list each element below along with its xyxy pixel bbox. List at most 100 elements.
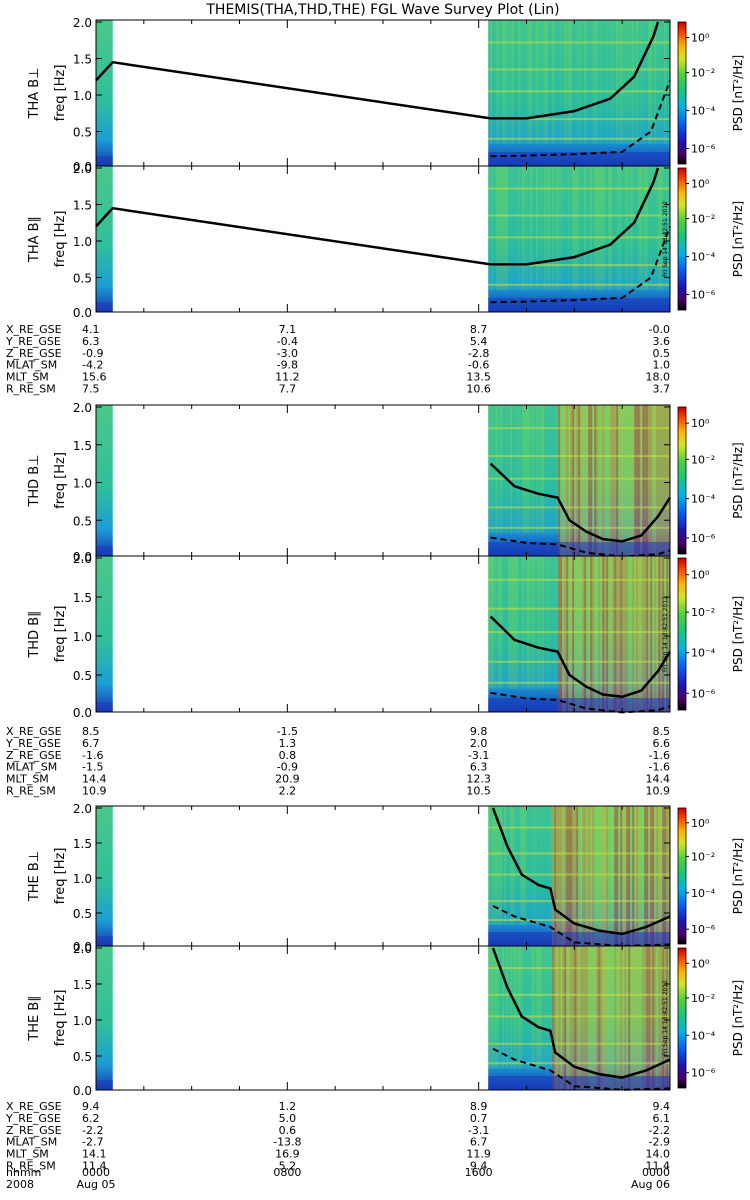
- spectrum-streak: [634, 20, 637, 145]
- spectrum-streak: [570, 946, 573, 1090]
- y-tick-label: 1.5: [73, 439, 92, 453]
- spectrum-streak: [612, 556, 615, 712]
- spectrum-streak: [654, 556, 657, 712]
- ephemeris-label: MLT_SM: [6, 371, 49, 384]
- spectrum-streak: [654, 405, 657, 556]
- spectral-band: [488, 427, 670, 430]
- ephemeris-label: X_RE_GSE: [6, 1100, 62, 1113]
- spectrum-streak: [558, 405, 561, 556]
- spectrum-streak: [488, 405, 491, 534]
- spectrum-streak: [530, 946, 533, 1069]
- spectrum-streak: [620, 806, 623, 946]
- ephemeris-value: -13.8: [273, 1136, 301, 1149]
- spectrum-streak: [524, 20, 527, 145]
- low-frequency-noise: [96, 1080, 113, 1090]
- spectrum-streak: [530, 556, 533, 689]
- ephemeris-label: R_RE_SM: [6, 785, 56, 798]
- colorbar-tick-label: 10⁻²: [691, 850, 715, 863]
- spectral-band: [488, 873, 670, 876]
- spectrum-streak: [634, 806, 637, 946]
- fcp-line: [490, 226, 671, 304]
- spectrum-streak: [502, 166, 505, 291]
- spectrum-streak: [606, 166, 609, 291]
- fcp-line: [492, 905, 671, 947]
- spectrum-streak: [656, 20, 659, 145]
- spectrum-streak: [492, 806, 495, 925]
- colorbar: 10⁰ 10⁻² 10⁻⁴ 10⁻⁶ PSD [nT²/Hz]: [677, 406, 745, 555]
- colorbar: 10⁰ 10⁻² 10⁻⁴ 10⁻⁶ PSD [nT²/Hz]: [677, 167, 745, 311]
- spectrum-streak: [582, 556, 585, 712]
- spectrum-streak: [522, 405, 525, 534]
- ephemeris-label: Z_RE_GSE: [6, 749, 62, 762]
- spectrum-streak: [514, 946, 517, 1069]
- ephemeris-label: Y_RE_GSE: [5, 335, 61, 348]
- spectrogram-panel: 0.0 0.5 1.0 1.5 2.0 THD B⊥ freq [Hz]: [27, 401, 672, 564]
- spectrum-streak: [488, 166, 491, 291]
- spectrum-streak: [494, 166, 497, 291]
- spectrum-streak: [518, 806, 521, 925]
- ephemeris-value: 2.2: [279, 785, 297, 798]
- spectrum-streak: [542, 405, 545, 534]
- spectrum-streak: [592, 946, 595, 1090]
- spectrum-streak: [604, 20, 607, 145]
- spectrum-streak: [638, 556, 641, 712]
- spectrum-streak: [636, 405, 639, 556]
- spectrum-streak: [556, 20, 559, 145]
- spectrum-streak: [658, 946, 661, 1090]
- spectrum-streak: [510, 556, 513, 689]
- spectrum-streak: [540, 946, 543, 1069]
- spectrum-streak: [652, 166, 655, 291]
- spectrum-streak: [524, 405, 527, 534]
- spectrum-streak: [556, 806, 559, 946]
- spectrum-streak: [502, 405, 505, 534]
- spectrum-streak: [560, 20, 563, 145]
- colorbar-tick-label: 10⁰: [691, 417, 710, 430]
- spectrum-streak: [550, 806, 553, 925]
- spectrum-streak: [632, 405, 635, 556]
- fce-line: [491, 947, 671, 1079]
- ephemeris-value: 0.7: [470, 1112, 488, 1125]
- spectrogram-background: [488, 20, 670, 166]
- ephemeris-value: 14.4: [646, 773, 671, 786]
- y-tick-label: 2.0: [73, 16, 92, 30]
- spectrum-streak: [536, 20, 539, 145]
- spectrum-streak: [626, 946, 629, 1090]
- spectrum-streak: [634, 405, 637, 556]
- spectrum-streak: [636, 946, 639, 1090]
- spectrum-streak: [540, 806, 543, 925]
- timestamp: Fri Sep 14 13:42:51 2012: [662, 596, 669, 672]
- colorbar-tick-label: 10⁻²: [691, 67, 715, 80]
- y-tick-label: 1.0: [73, 235, 92, 249]
- spectrum-streak: [610, 806, 613, 946]
- spectrum-streak: [550, 946, 553, 1069]
- y-tick-label: 0.5: [73, 126, 92, 140]
- ephemeris-value: 3.6: [653, 335, 671, 348]
- spectrum-streak: [598, 556, 601, 712]
- y-tick-label: 2.0: [73, 552, 92, 566]
- spectrum-streak: [522, 946, 525, 1069]
- spectrum-streak: [500, 20, 503, 145]
- spectrum-streak: [650, 166, 653, 291]
- spectrum-streak: [548, 405, 551, 534]
- ephemeris-value: 20.9: [275, 773, 300, 786]
- spectrum-streak: [584, 946, 587, 1090]
- y-tick-label: 2.0: [73, 942, 92, 956]
- spectrum-streak: [662, 20, 665, 145]
- spectrum-streak: [606, 405, 609, 556]
- spectrum-streak: [650, 946, 653, 1090]
- spectrum-streak: [638, 20, 641, 145]
- spectrum-streak: [616, 946, 619, 1090]
- spectrum-streak: [550, 556, 553, 689]
- spectrum-streak: [602, 946, 605, 1090]
- panel-label: THE B∥: [27, 995, 42, 1041]
- spectrum-streak: [540, 405, 543, 534]
- spectrum-streak: [630, 405, 633, 556]
- spectrum-streak: [574, 405, 577, 556]
- y-tick-label: 0.5: [73, 272, 92, 286]
- colorbar-tick-label: 10⁻²: [691, 453, 715, 466]
- spectrum-streak: [554, 20, 557, 145]
- spectrum-streak: [634, 556, 637, 712]
- spectrum-streak: [656, 166, 659, 291]
- spectrum-streak: [664, 166, 667, 291]
